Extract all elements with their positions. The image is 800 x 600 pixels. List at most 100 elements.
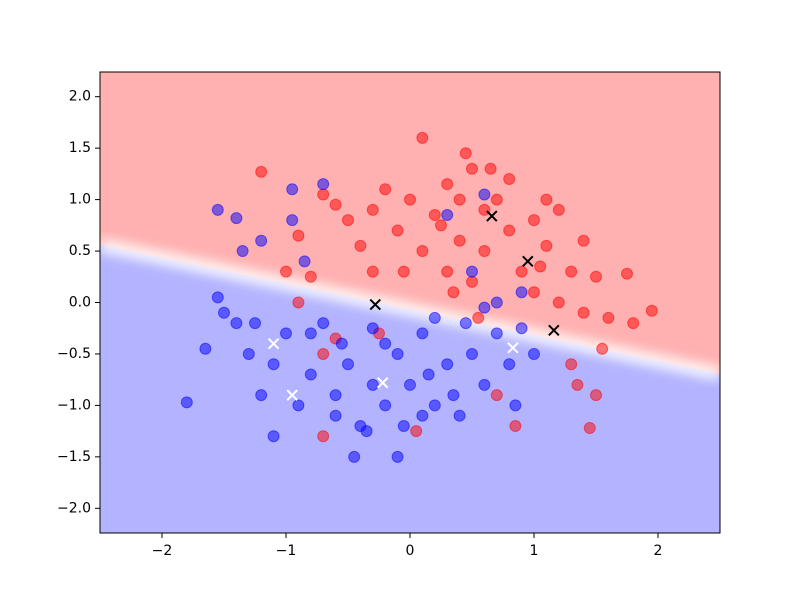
point xyxy=(621,267,633,280)
point xyxy=(428,311,441,324)
x-tick-label: −1 xyxy=(276,543,297,559)
point xyxy=(571,378,584,391)
point xyxy=(255,234,268,247)
point xyxy=(503,173,516,186)
point xyxy=(441,265,454,278)
decision-regions xyxy=(100,72,720,533)
point xyxy=(230,317,243,330)
point xyxy=(478,188,491,201)
point xyxy=(317,317,330,330)
point xyxy=(590,389,602,402)
point xyxy=(292,296,305,309)
point xyxy=(422,368,435,381)
point xyxy=(447,389,460,402)
point xyxy=(602,311,615,324)
point xyxy=(242,347,255,360)
point xyxy=(478,378,491,391)
y-tick-label: 1.5 xyxy=(69,140,91,156)
point xyxy=(379,399,392,412)
y-tick-label: 0.0 xyxy=(69,295,91,311)
point xyxy=(366,322,379,335)
point xyxy=(366,203,379,216)
red-region xyxy=(100,72,720,374)
cross-point xyxy=(548,324,560,336)
point xyxy=(503,224,516,237)
point xyxy=(335,337,348,350)
point xyxy=(329,389,342,402)
y-tick-label: 1.0 xyxy=(69,192,91,208)
decision-boundary xyxy=(100,239,720,380)
point xyxy=(317,430,330,443)
y-tick-label: −2.0 xyxy=(57,500,91,516)
x-tick-label: 0 xyxy=(406,543,415,559)
point xyxy=(540,239,553,252)
point xyxy=(466,347,478,360)
point xyxy=(528,214,540,227)
y-tick-label: −1.0 xyxy=(57,397,91,413)
point xyxy=(596,342,609,355)
point xyxy=(304,368,317,381)
point xyxy=(366,265,379,278)
point xyxy=(515,286,528,299)
point xyxy=(627,317,640,330)
point xyxy=(515,265,528,278)
point xyxy=(534,260,547,273)
x-tick-label: 1 xyxy=(530,543,539,559)
point xyxy=(292,399,305,412)
point xyxy=(397,265,410,278)
point xyxy=(286,183,299,196)
point xyxy=(280,265,292,278)
point xyxy=(441,178,454,191)
point xyxy=(416,327,429,340)
point xyxy=(453,234,466,247)
x-tick-label: −2 xyxy=(152,543,173,559)
point xyxy=(453,193,466,206)
point xyxy=(441,209,454,222)
point xyxy=(447,286,460,299)
y-tick-label: −0.5 xyxy=(57,346,91,362)
point xyxy=(404,378,416,391)
point xyxy=(292,229,305,242)
point xyxy=(304,270,317,283)
point xyxy=(410,425,423,438)
point xyxy=(379,183,392,196)
point xyxy=(552,296,565,309)
point xyxy=(528,286,540,299)
cross-point xyxy=(522,255,534,268)
point xyxy=(503,358,516,371)
point xyxy=(348,450,361,463)
point xyxy=(255,165,268,178)
point xyxy=(565,358,578,371)
point xyxy=(577,234,590,247)
y-tick-label: −1.5 xyxy=(57,449,91,465)
point xyxy=(249,317,261,330)
point xyxy=(354,239,367,252)
cross-point xyxy=(377,377,389,389)
cross-point xyxy=(486,210,498,222)
point xyxy=(540,193,553,206)
point xyxy=(329,409,342,422)
point xyxy=(441,358,454,371)
points xyxy=(180,131,658,463)
point xyxy=(267,358,280,371)
point xyxy=(317,178,330,191)
point xyxy=(267,430,280,443)
point xyxy=(404,193,416,206)
point xyxy=(466,265,478,278)
point xyxy=(391,450,404,463)
point xyxy=(218,306,230,319)
cross-point xyxy=(369,298,381,311)
point xyxy=(466,162,478,175)
point xyxy=(416,245,429,258)
point xyxy=(360,425,373,438)
point xyxy=(577,306,590,319)
point xyxy=(478,301,491,314)
point xyxy=(329,198,342,211)
point xyxy=(286,214,299,227)
point xyxy=(435,219,447,232)
point xyxy=(490,327,503,340)
point xyxy=(490,296,503,309)
cross-point xyxy=(267,337,280,350)
point xyxy=(304,327,317,340)
